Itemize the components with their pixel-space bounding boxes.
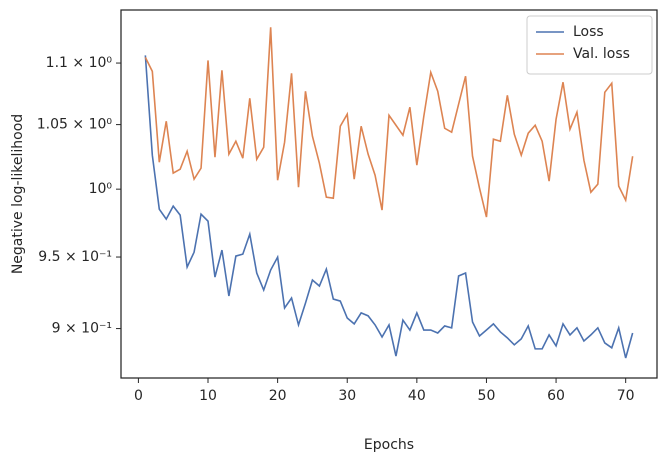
y-axis-label: Negative log-likelihood xyxy=(10,114,26,274)
x-tick-label: 0 xyxy=(134,388,143,404)
legend-label: Loss xyxy=(573,24,604,40)
legend-label: Val. loss xyxy=(573,46,630,62)
legend-box xyxy=(526,15,653,75)
x-tick-label: 10 xyxy=(199,388,217,404)
x-tick-label: 60 xyxy=(547,388,565,404)
x-tick-label: 20 xyxy=(269,388,287,404)
x-axis-label: Epochs xyxy=(364,437,414,453)
x-tick-label: 30 xyxy=(338,388,356,404)
x-tick-label: 40 xyxy=(408,388,426,404)
y-tick-label: 1.1 × 10⁰ xyxy=(46,55,113,71)
x-tick-label: 50 xyxy=(478,388,496,404)
plot-frame xyxy=(120,9,658,379)
y-tick-label: 9 × 10⁻¹ xyxy=(52,321,112,337)
line-series xyxy=(144,27,634,218)
line-series xyxy=(144,55,634,359)
y-tick-label: 1.05 × 10⁰ xyxy=(37,117,113,133)
y-tick-label: 9.5 × 10⁻¹ xyxy=(38,249,112,265)
y-tick-label: 10⁰ xyxy=(89,181,113,197)
x-tick-label: 70 xyxy=(617,388,635,404)
